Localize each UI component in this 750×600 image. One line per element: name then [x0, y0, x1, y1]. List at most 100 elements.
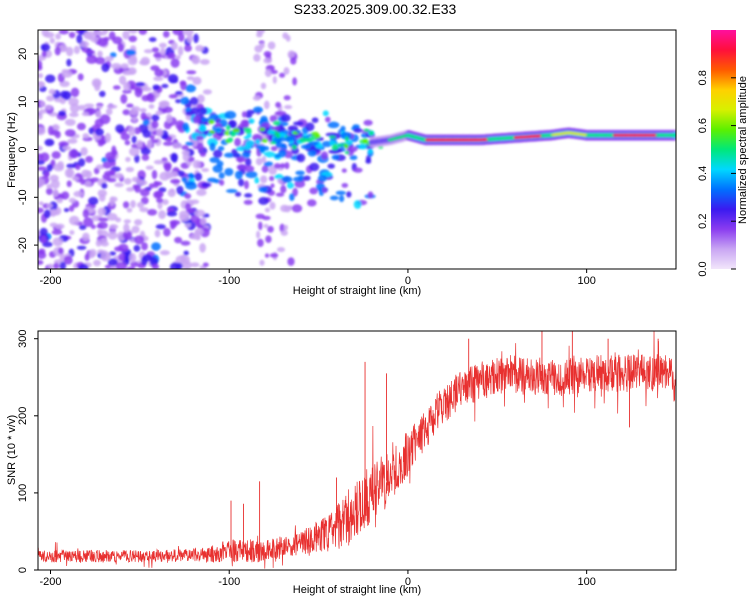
spectral-blob	[46, 184, 53, 189]
spectral-blob	[365, 158, 372, 164]
spectral-blob	[322, 110, 329, 117]
spectral-blob	[200, 217, 207, 226]
spectral-blob	[98, 217, 109, 222]
spectral-blob	[176, 185, 184, 195]
spectral-blob	[76, 245, 87, 250]
spectral-blob	[128, 30, 138, 34]
spectral-blob	[256, 30, 265, 35]
spectral-blob	[163, 30, 170, 38]
spectral-blob	[283, 224, 289, 231]
spectral-blob	[143, 49, 154, 54]
spectral-blob	[97, 50, 103, 58]
spectral-blob	[131, 176, 140, 183]
spectral-blob	[52, 189, 59, 198]
spectral-blob	[81, 169, 90, 177]
spectral-blob	[46, 203, 53, 209]
spectral-blob	[84, 253, 90, 261]
spectral-blob	[94, 56, 106, 65]
spectral-blob	[114, 172, 124, 179]
spectral-blob	[217, 146, 225, 151]
spectral-blob	[82, 133, 90, 139]
spectral-blob	[145, 165, 154, 170]
spectral-blob	[280, 185, 287, 194]
spectral-blob	[133, 127, 141, 135]
spectral-blob	[82, 209, 90, 219]
spectral-blob	[155, 224, 166, 230]
spectral-blob	[117, 42, 125, 53]
spectral-blob	[166, 52, 176, 60]
spectral-blob	[88, 127, 95, 135]
spectral-blob	[62, 90, 72, 101]
spectral-blob	[263, 161, 274, 167]
spectral-blob	[39, 227, 48, 237]
snr-y-label: SNR (10 * v/v)	[6, 415, 18, 485]
spectral-blob	[253, 53, 261, 62]
spectral-blob	[201, 167, 210, 173]
colorbar-tick-label: 0.8	[697, 70, 709, 85]
spectral-blob	[208, 119, 215, 125]
spectral-blob	[209, 157, 220, 163]
spectral-blob	[361, 138, 369, 145]
spectrogram-x-label: Height of straight line (km)	[293, 285, 421, 297]
spectral-blob	[162, 141, 174, 146]
spectral-blob	[38, 109, 47, 114]
spectral-blob	[166, 211, 178, 217]
spectral-blob	[111, 62, 122, 70]
spectral-blob	[160, 47, 166, 56]
spectrogram-y-ticks: -20 -10 0 10 20	[17, 48, 38, 253]
spectral-blob	[122, 89, 132, 94]
spectral-blob	[161, 83, 169, 89]
spectral-blob	[169, 219, 181, 226]
spectral-blob	[70, 87, 80, 98]
spectral-blob	[40, 235, 47, 244]
spectral-blob	[78, 158, 86, 167]
spectral-blob	[180, 240, 191, 246]
spectral-blob	[46, 163, 53, 172]
snr-x-tick-label: 100	[577, 576, 595, 588]
spectral-blob	[225, 188, 238, 194]
spectral-blob	[84, 103, 95, 108]
spectrogram-y-tick-label: -10	[17, 189, 29, 205]
spectral-blob	[346, 191, 352, 198]
spectral-blob	[141, 242, 148, 251]
spectral-blob	[245, 157, 252, 167]
spectral-blob	[185, 84, 197, 93]
spectral-blob	[223, 152, 235, 158]
spectral-blob	[258, 145, 266, 153]
spectral-blob	[97, 207, 106, 216]
spectral-blob	[138, 30, 148, 35]
spectral-blob	[308, 141, 319, 146]
spectral-blob	[126, 187, 135, 192]
spectral-blob	[151, 120, 159, 129]
spectral-blob	[287, 205, 293, 211]
spectral-blob	[94, 82, 101, 92]
spectral-blob	[97, 30, 108, 36]
spectral-blob	[208, 130, 216, 135]
spectrogram-x-tick-label: 100	[577, 275, 595, 287]
spectral-blob	[195, 135, 204, 141]
spectral-blob	[274, 173, 284, 180]
spectral-blob	[255, 213, 265, 220]
spectral-blob	[148, 37, 157, 43]
spectral-blob	[130, 261, 139, 268]
spectral-blob	[300, 144, 312, 150]
spectral-blob	[258, 196, 269, 205]
spectral-blob	[174, 90, 183, 96]
spectral-blob	[219, 179, 225, 186]
colorbar-tick-label: 0.2	[697, 214, 709, 229]
spectral-blob	[287, 50, 296, 59]
spectral-blob	[165, 113, 173, 124]
spectral-blob	[183, 255, 190, 265]
spectral-blob	[78, 104, 86, 111]
spectral-blob	[197, 142, 204, 152]
spectral-blob	[305, 122, 315, 132]
spectral-blob	[142, 129, 152, 138]
spectral-blob	[213, 149, 223, 158]
spectral-blob	[54, 46, 61, 56]
spectral-blob	[329, 140, 336, 146]
spectral-blob	[264, 253, 270, 258]
spectral-blob	[227, 137, 234, 143]
spectral-blob	[263, 151, 276, 158]
spectral-blob	[67, 138, 78, 144]
